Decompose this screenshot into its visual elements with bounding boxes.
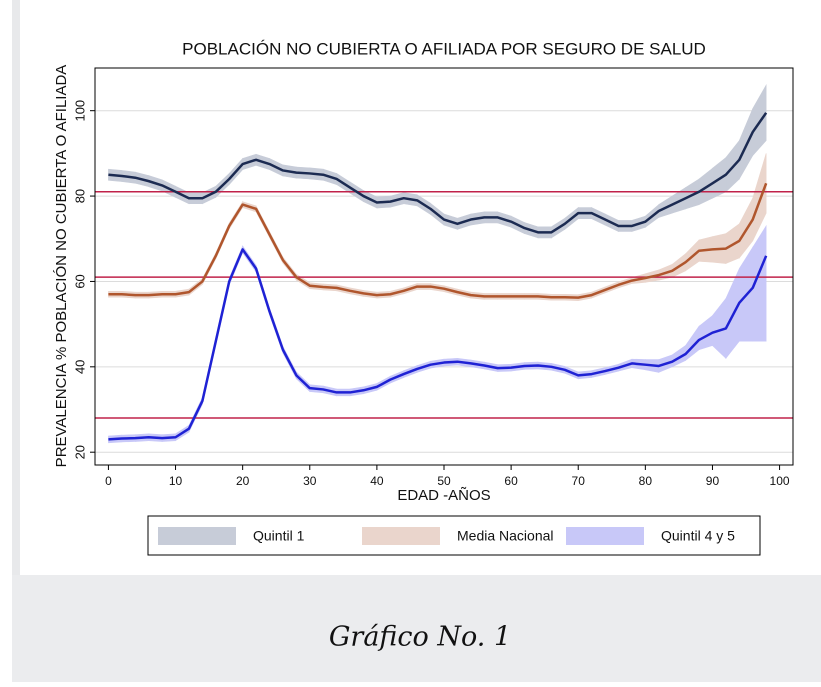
x-tick-label: 80 [639,474,653,488]
x-tick-label: 100 [770,474,790,488]
confidence-band [752,224,767,342]
chart-title: POBLACIÓN NO CUBIERTA O AFILIADA POR SEG… [182,39,706,58]
legend-swatch [362,527,440,545]
x-tick-label: 20 [236,474,250,488]
y-tick-label: 40 [72,360,87,374]
legend-label: Media Nacional [457,528,554,544]
caption-box [12,575,821,682]
y-axis-label: PREVALENCIA % POBLACIÓN NO CUBIERTA O AF… [53,65,70,468]
caption: Gráfico No. 1 [329,622,511,653]
line [108,248,768,441]
confidence-band [752,153,767,242]
y-tick-label: 60 [72,274,87,288]
x-tick-label: 40 [370,474,384,488]
line [108,182,768,299]
legend-label: Quintil 1 [253,528,305,544]
x-tick-label: 60 [504,474,518,488]
y-tick-label: 20 [72,445,87,459]
x-tick-label: 50 [437,474,451,488]
x-tick-label: 10 [169,474,183,488]
x-tick-label: 70 [572,474,586,488]
x-tick-label: 90 [706,474,720,488]
x-axis-label: EDAD -AÑOS [397,487,490,504]
x-tick-label: 30 [303,474,317,488]
legend-label: Quintil 4 y 5 [661,528,735,544]
x-tick-label: 0 [105,474,112,488]
y-tick-label: 80 [72,189,87,203]
legend-swatch [158,527,236,545]
side-strip [12,0,20,575]
plot-frame [94,67,794,466]
y-tick-label: 100 [72,100,87,122]
legend-swatch [566,527,644,545]
legend-box [147,515,761,556]
line [108,112,768,234]
